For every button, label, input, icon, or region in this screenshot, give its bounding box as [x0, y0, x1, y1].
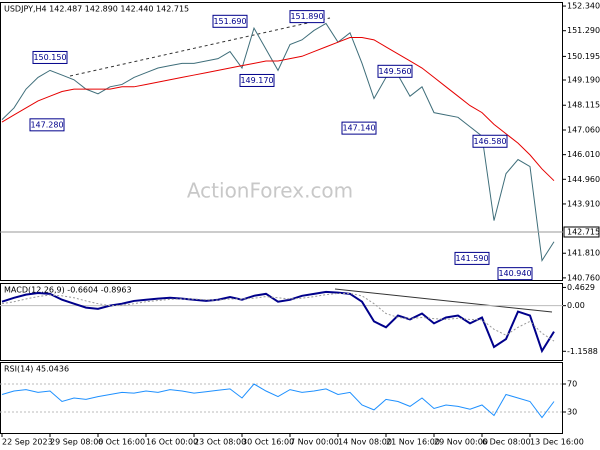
y-tick-label: 140.760 [567, 273, 600, 282]
x-tick-label: 29 Sep 08:00 [50, 438, 103, 447]
annotation-box [497, 267, 533, 281]
x-tick-label: 6 Oct 16:00 [98, 438, 145, 447]
series-line [1, 22, 555, 262]
y-tick-label: -1.1588 [567, 347, 598, 356]
y-tick-label: 151.290 [567, 26, 600, 35]
series-line [1, 290, 555, 354]
series-line [1, 292, 555, 342]
series-line [1, 37, 555, 182]
rsi-panel [0, 362, 563, 434]
x-tick-label: 30 Oct 16:00 [242, 438, 294, 447]
annotation-box [29, 118, 65, 132]
annotation-label: 151.690 [213, 17, 246, 26]
annotation-box [32, 50, 68, 64]
watermark: ActionForex.com [187, 179, 353, 203]
y-tick-label: 146.010 [567, 150, 600, 159]
annotation-label: 147.140 [342, 124, 375, 133]
x-tick-label: 22 Sep 2023 [2, 438, 53, 447]
current-price-label: 142.715 [567, 227, 600, 236]
x-tick-label: 23 Oct 08:00 [194, 438, 246, 447]
price-panel [0, 2, 563, 281]
y-tick-label: 0.4629 [567, 283, 595, 292]
macd-panel [0, 283, 563, 361]
annotation-label: 140.940 [498, 269, 531, 278]
annotation-box [377, 64, 413, 78]
y-tick-label: 150.195 [567, 52, 600, 61]
annotation-label: 141.590 [455, 254, 488, 263]
y-tick-label: 144.960 [567, 175, 600, 184]
y-tick-label: 148.115 [567, 101, 600, 110]
y-tick-label: 149.190 [567, 75, 600, 84]
x-tick-label: 13 Dec 16:00 [530, 438, 584, 447]
x-tick-label: 21 Nov 16:00 [386, 438, 440, 447]
annotation-box [341, 121, 377, 135]
annotation-label: 147.280 [30, 120, 63, 129]
x-tick-label: 7 Nov 00:00 [290, 438, 339, 447]
annotation-box [472, 134, 508, 148]
y-tick-label: 143.910 [567, 199, 600, 208]
rsi-title: RSI(14) 45.0436 [4, 365, 69, 374]
annotation-box [289, 10, 325, 24]
y-tick-label: 0.00 [567, 301, 585, 310]
x-tick-label: 14 Nov 08:00 [338, 438, 392, 447]
annotation-label: 149.560 [378, 67, 411, 76]
chart-title: USDJPY,H4 142.487 142.890 142.440 142.71… [4, 5, 189, 14]
x-tick-label: 29 Nov 00:00 [434, 438, 488, 447]
annotation-box [239, 73, 275, 87]
annotation-box [454, 251, 490, 265]
annotation-label: 149.170 [240, 76, 273, 85]
current-price-box [563, 226, 600, 238]
y-tick-label: 70 [567, 380, 577, 389]
x-tick-label: 16 Oct 00:00 [146, 438, 198, 447]
annotation-box [212, 14, 248, 28]
annotation-label: 150.150 [33, 53, 66, 62]
y-tick-label: 141.810 [567, 249, 600, 258]
trend-line [69, 17, 331, 77]
y-tick-label: 30 [567, 408, 577, 417]
y-tick-label: 152.340 [567, 2, 600, 11]
trend-line [334, 288, 553, 313]
annotation-label: 151.890 [290, 12, 323, 21]
y-tick-label: 147.060 [567, 125, 600, 134]
macd-title: MACD(12,26,9) -0.6604 -0.8963 [4, 286, 132, 295]
x-tick-label: 6 Dec 08:00 [482, 438, 531, 447]
annotation-label: 146.580 [473, 137, 506, 146]
series-line [1, 383, 555, 419]
